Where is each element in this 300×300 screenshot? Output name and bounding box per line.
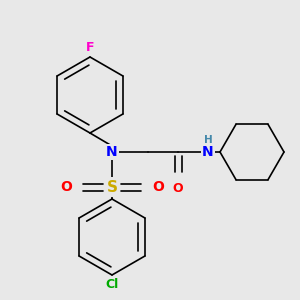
Text: N: N (106, 145, 118, 159)
Text: Cl: Cl (105, 278, 119, 291)
Text: F: F (86, 41, 94, 54)
Text: O: O (152, 180, 164, 194)
Text: O: O (173, 182, 183, 195)
Text: S: S (106, 179, 118, 194)
Text: H: H (204, 135, 212, 145)
Text: N: N (202, 145, 214, 159)
Text: O: O (60, 180, 72, 194)
